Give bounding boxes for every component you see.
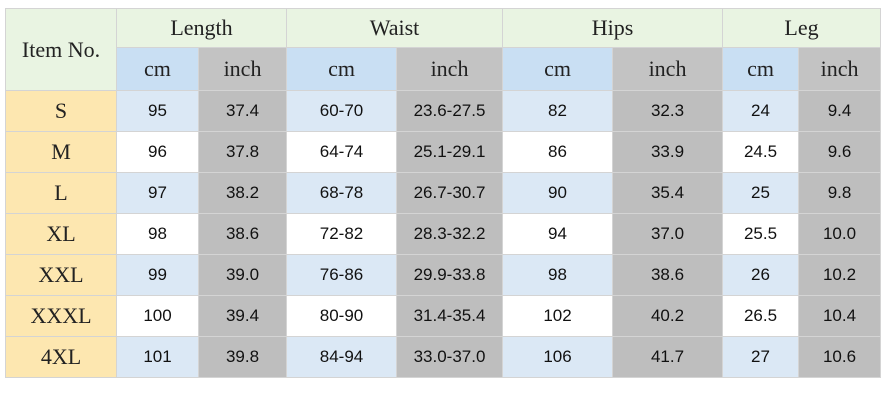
data-row: M 96 37.8 64-74 25.1-29.1 86 33.9 24.5 9.6 — [5, 131, 882, 173]
value-cell: 10.2 — [798, 254, 882, 296]
data-row: L 97 38.2 68-78 26.7-30.7 90 35.4 25 9.8 — [5, 172, 882, 214]
value-cell: 60-70 — [286, 90, 398, 132]
value-cell: 98 — [116, 213, 199, 255]
size-cell: XXXL — [5, 295, 117, 337]
value-cell: 95 — [116, 90, 199, 132]
unit-row: cm inch cm inch cm inch cm inch — [6, 47, 882, 91]
unit-header: cm — [286, 47, 398, 91]
value-cell: 97 — [116, 172, 199, 214]
value-cell: 32.3 — [612, 90, 724, 132]
data-row: XXL 99 39.0 76-86 29.9-33.8 98 38.6 26 10.2 — [5, 254, 882, 296]
value-cell: 27 — [722, 336, 800, 378]
value-cell: 102 — [502, 295, 614, 337]
value-cell: 106 — [502, 336, 614, 378]
value-cell: 9.8 — [798, 172, 882, 214]
unit-header: cm — [502, 47, 614, 91]
value-cell: 10.4 — [798, 295, 882, 337]
size-cell: L — [5, 172, 117, 214]
unit-header: inch — [612, 47, 724, 91]
data-row: XL 98 38.6 72-82 28.3-32.2 94 37.0 25.5 10.0 — [5, 213, 882, 255]
value-cell: 90 — [502, 172, 614, 214]
data-row: 4XL 101 39.8 84-94 33.0-37.0 106 41.7 27 10.6 — [5, 336, 882, 378]
value-cell: 64-74 — [286, 131, 398, 173]
value-cell: 39.8 — [197, 336, 288, 378]
group-header: Waist — [286, 8, 504, 48]
value-cell: 98 — [502, 254, 614, 296]
value-cell: 28.3-32.2 — [396, 213, 504, 255]
value-cell: 40.2 — [612, 295, 724, 337]
header-row: Item No. Length Waist Hips Leg — [5, 8, 882, 91]
value-cell: 31.4-35.4 — [396, 295, 504, 337]
size-cell: M — [5, 131, 117, 173]
value-cell: 10.6 — [798, 336, 882, 378]
value-cell: 38.6 — [197, 213, 288, 255]
value-cell: 84-94 — [286, 336, 398, 378]
value-cell: 39.0 — [197, 254, 288, 296]
value-cell: 25 — [722, 172, 800, 214]
data-row: XXXL 100 39.4 80-90 31.4-35.4 102 40.2 26.5 10.4 — [5, 295, 882, 337]
unit-header: inch — [197, 47, 288, 91]
corner-cell: Item No. — [5, 8, 117, 91]
size-chart: Item No. Length Waist Hips Leg cm inch cm inch cm… — [5, 8, 882, 378]
value-cell: 80-90 — [286, 295, 398, 337]
unit-header: cm — [722, 47, 800, 91]
value-cell: 38.6 — [612, 254, 724, 296]
value-cell: 26.7-30.7 — [396, 172, 504, 214]
value-cell: 76-86 — [286, 254, 398, 296]
value-cell: 9.6 — [798, 131, 882, 173]
data-row: S 95 37.4 60-70 23.6-27.5 82 32.3 24 9.4 — [5, 90, 882, 132]
size-cell: 4XL — [5, 336, 117, 378]
value-cell: 100 — [116, 295, 199, 337]
value-cell: 29.9-33.8 — [396, 254, 504, 296]
value-cell: 9.4 — [798, 90, 882, 132]
value-cell: 37.0 — [612, 213, 724, 255]
group-header: Length — [115, 8, 288, 48]
value-cell: 41.7 — [612, 336, 724, 378]
value-cell: 99 — [116, 254, 199, 296]
value-cell: 33.9 — [612, 131, 724, 173]
value-cell: 86 — [502, 131, 614, 173]
value-cell: 25.5 — [722, 213, 800, 255]
size-table: Item No. Length Waist Hips Leg cm inch cm inch cm… — [5, 8, 882, 378]
value-cell: 23.6-27.5 — [396, 90, 504, 132]
value-cell: 24 — [722, 90, 800, 132]
unit-header: cm — [116, 47, 199, 91]
size-cell: S — [5, 90, 117, 132]
value-cell: 82 — [502, 90, 614, 132]
value-cell: 38.2 — [197, 172, 288, 214]
unit-header: inch — [396, 47, 504, 91]
value-cell: 26.5 — [722, 295, 800, 337]
value-cell: 10.0 — [798, 213, 882, 255]
group-header: Hips — [502, 8, 724, 48]
value-cell: 68-78 — [286, 172, 398, 214]
group-header: Leg — [722, 8, 882, 48]
value-cell: 26 — [722, 254, 800, 296]
value-cell: 94 — [502, 213, 614, 255]
value-cell: 96 — [116, 131, 199, 173]
size-cell: XXL — [5, 254, 117, 296]
value-cell: 25.1-29.1 — [396, 131, 504, 173]
value-cell: 101 — [116, 336, 199, 378]
value-cell: 37.4 — [197, 90, 288, 132]
value-cell: 33.0-37.0 — [396, 336, 504, 378]
unit-header: inch — [798, 47, 882, 91]
value-cell: 72-82 — [286, 213, 398, 255]
size-cell: XL — [5, 213, 117, 255]
value-cell: 24.5 — [722, 131, 800, 173]
value-cell: 37.8 — [197, 131, 288, 173]
value-cell: 35.4 — [612, 172, 724, 214]
value-cell: 39.4 — [197, 295, 288, 337]
